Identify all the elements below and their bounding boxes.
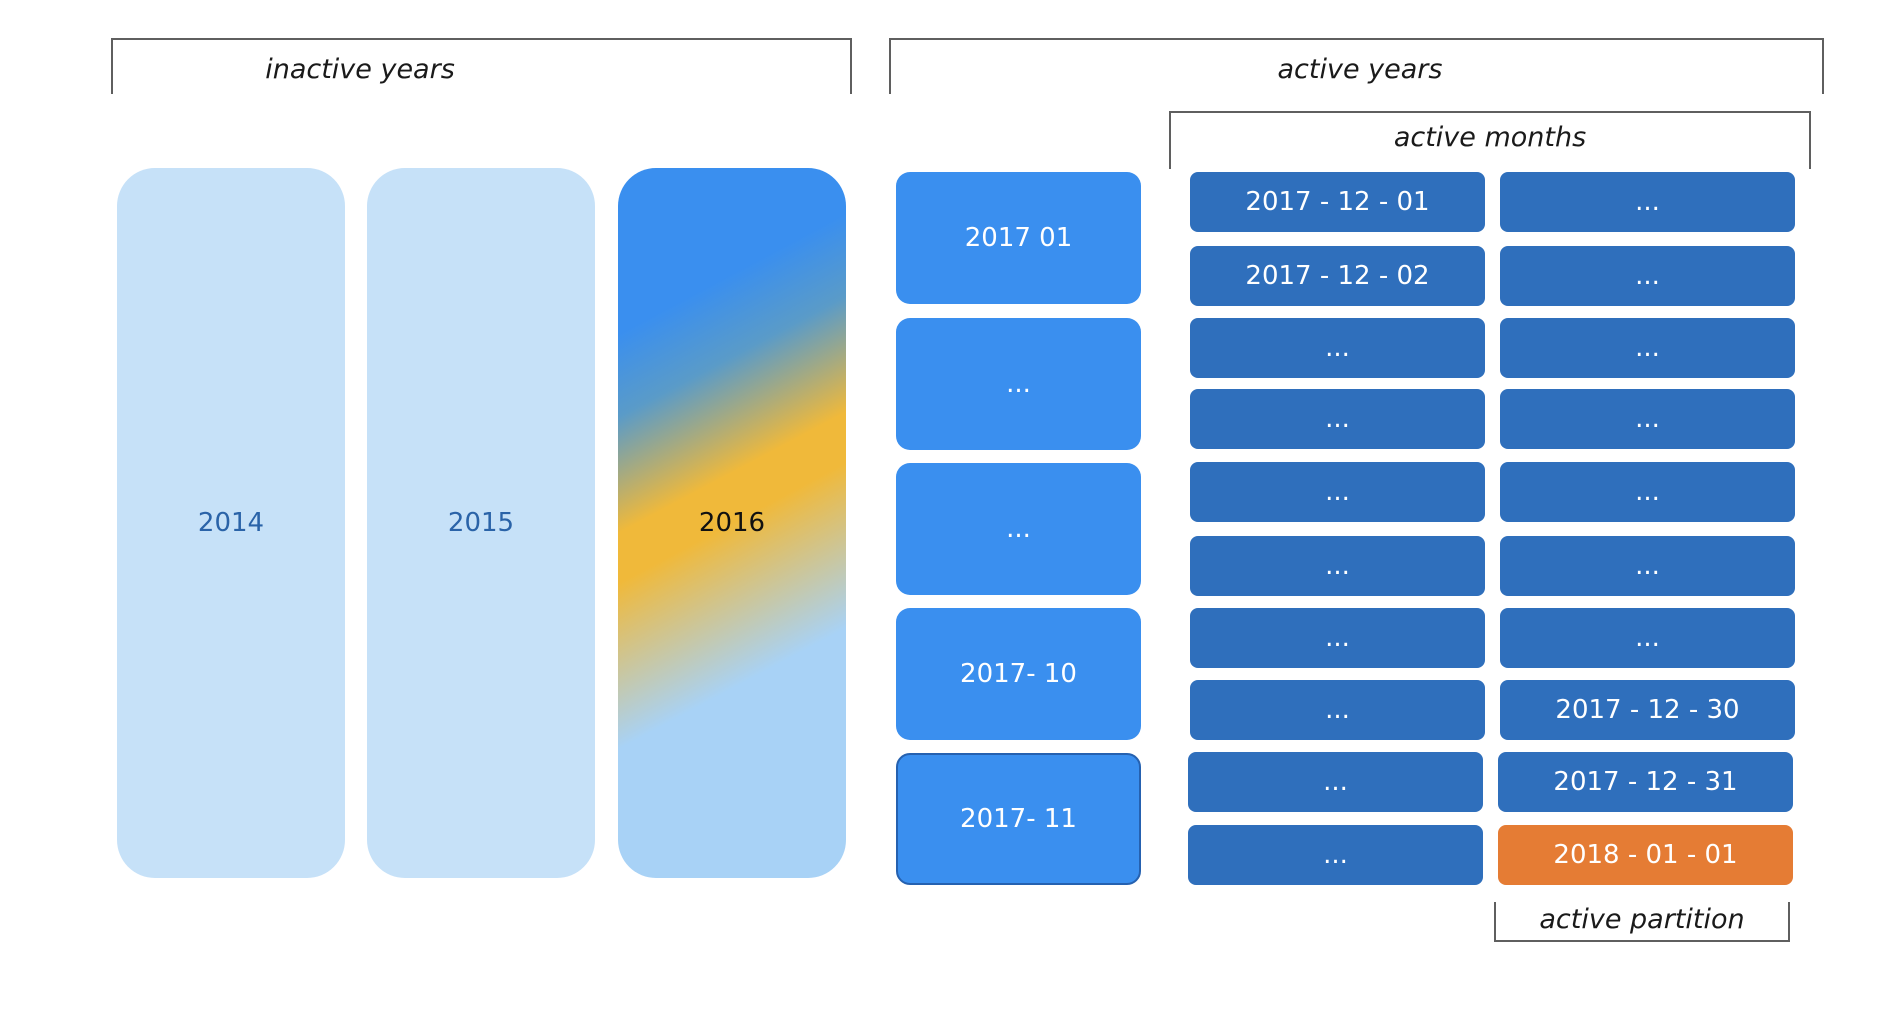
day-label: ... (1325, 623, 1350, 653)
day-label: ... (1323, 767, 1348, 797)
day-box: ... (1500, 318, 1795, 378)
year-label: 2014 (197, 508, 265, 538)
day-label: ... (1325, 333, 1350, 363)
day-box: 2017 - 12 - 30 (1500, 680, 1795, 740)
day-label: 2017 - 12 - 30 (1555, 695, 1740, 725)
day-box: ... (1500, 389, 1795, 449)
active-years-bracket (889, 38, 1824, 94)
month-box: 2017- 10 (896, 608, 1141, 740)
day-box: ... (1190, 462, 1485, 522)
day-box: ... (1190, 536, 1485, 596)
year-label: 2016 (698, 508, 766, 538)
active-partition-label: active partition (1539, 904, 1745, 935)
day-label: ... (1635, 261, 1660, 291)
month-box: ... (896, 318, 1141, 450)
active-partition-box: 2018 - 01 - 01 (1498, 825, 1793, 885)
day-label: ... (1635, 551, 1660, 581)
day-label: ... (1323, 840, 1348, 870)
day-box: ... (1190, 389, 1485, 449)
day-label: ... (1635, 623, 1660, 653)
day-label: ... (1325, 404, 1350, 434)
day-label: ... (1635, 404, 1660, 434)
day-label: 2017 - 12 - 01 (1245, 187, 1430, 217)
month-label: 2017- 11 (960, 804, 1077, 834)
month-box: ... (896, 463, 1141, 595)
active-months-bracket (1169, 111, 1811, 169)
day-box: ... (1500, 172, 1795, 232)
day-box: ... (1190, 318, 1485, 378)
day-box: ... (1500, 246, 1795, 306)
year-box-2015: 2015 (367, 168, 595, 878)
month-label: ... (1006, 514, 1031, 544)
month-label: 2017- 10 (960, 659, 1077, 689)
day-box: ... (1188, 825, 1483, 885)
year-box-2016: 2016 (618, 168, 846, 878)
month-label: 2017 01 (964, 223, 1073, 253)
month-box: 2017 01 (896, 172, 1141, 304)
day-box: ... (1188, 752, 1483, 812)
day-label: ... (1635, 477, 1660, 507)
day-label: 2018 - 01 - 01 (1553, 840, 1738, 870)
day-label: ... (1325, 477, 1350, 507)
month-label: ... (1006, 369, 1031, 399)
day-box: ... (1500, 608, 1795, 668)
day-label: 2017 - 12 - 02 (1245, 261, 1430, 291)
active-months-label: active months (1393, 122, 1587, 153)
inactive-years-label: inactive years (265, 54, 455, 85)
year-label: 2015 (447, 508, 515, 538)
active-years-label: active years (1277, 54, 1443, 85)
day-box: ... (1190, 608, 1485, 668)
day-box: 2017 - 12 - 01 (1190, 172, 1485, 232)
day-label: ... (1325, 551, 1350, 581)
inactive-years-bracket (111, 38, 852, 94)
day-box: ... (1500, 536, 1795, 596)
day-label: ... (1325, 695, 1350, 725)
day-box: ... (1190, 680, 1485, 740)
active-partition-bracket (1494, 902, 1790, 942)
day-label: ... (1635, 333, 1660, 363)
day-label: ... (1635, 187, 1660, 217)
month-box: 2017- 11 (896, 753, 1141, 885)
year-box-2014: 2014 (117, 168, 345, 878)
day-label: 2017 - 12 - 31 (1553, 767, 1738, 797)
day-box: 2017 - 12 - 02 (1190, 246, 1485, 306)
day-box: 2017 - 12 - 31 (1498, 752, 1793, 812)
day-box: ... (1500, 462, 1795, 522)
